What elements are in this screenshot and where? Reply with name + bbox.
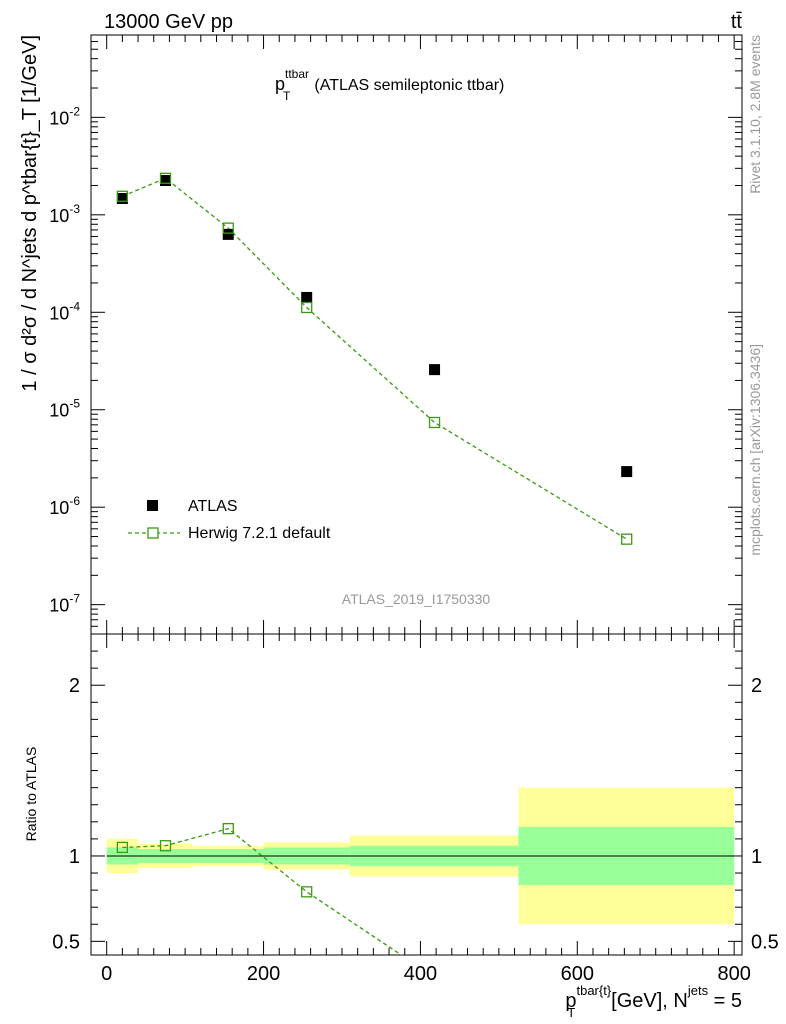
rivet-version-label: Rivet 3.1.10, 2.8M events xyxy=(747,35,763,194)
ratio-herwig-point xyxy=(159,840,172,852)
legend-label-herwig: Herwig 7.2.1 default xyxy=(188,525,331,542)
herwig-point xyxy=(116,190,129,202)
y-tick-label: 10-5 xyxy=(49,397,80,421)
x-tick-label: 400 xyxy=(404,963,437,985)
main-y-tick-labels: 10-2 10-3 10-4 10-5 10-6 10-7 xyxy=(49,104,80,615)
x-tick-labels: 0 200 400 600 800 xyxy=(101,963,751,985)
atlas-point xyxy=(429,364,441,376)
atlas-point xyxy=(222,228,234,240)
ratio-herwig-point xyxy=(301,886,313,898)
x-tick-label: 200 xyxy=(247,963,280,985)
atlas-point xyxy=(621,466,633,478)
legend: ATLAS Herwig 7.2.1 default xyxy=(128,498,331,542)
ratio-y-tick-labels: 2 2 1 1 0.5 0.5 xyxy=(52,675,779,953)
analysis-label: ATLAS_2019_I1750330 xyxy=(342,591,491,607)
atlas-point xyxy=(116,193,128,205)
ratio-data-layer xyxy=(116,822,403,955)
x-tick-label: 800 xyxy=(717,963,750,985)
mcplots-label: mcplots.cern.ch [arXiv:1306.3436] xyxy=(747,344,763,556)
atlas-point xyxy=(160,174,172,186)
ratio-herwig-point xyxy=(116,841,129,854)
main-ticks xyxy=(90,34,742,635)
ratio-y-tick-label: 1 xyxy=(69,846,80,868)
herwig-point xyxy=(301,301,313,314)
ratio-herwig-line xyxy=(122,827,403,955)
y-tick-label: 10-2 xyxy=(49,104,80,128)
x-tick-label: 600 xyxy=(561,963,594,985)
y-tick-label: 10-3 xyxy=(49,202,80,226)
legend-label-atlas: ATLAS xyxy=(188,498,238,515)
main-title: pttbar T(ATLAS semileptonic ttbar) xyxy=(275,67,504,103)
process-label: tt̄ xyxy=(731,11,743,33)
legend-marker-atlas xyxy=(147,500,158,511)
main-panel: pttbar T(ATLAS semileptonic ttbar) 10-210… xyxy=(19,34,743,635)
x-axis-label: ptbar{t} T[GeV], Njets = 5 xyxy=(565,983,742,1020)
herwig-point xyxy=(222,222,234,234)
ratio-y-axis-label: Ratio to ATLAS xyxy=(23,747,39,842)
main-y-axis-label: 1 / σ d²σ / d N^jets d p^tbar{t}_T [1/Ge… xyxy=(19,35,41,392)
ratio-bands xyxy=(106,787,735,925)
ratio-y-tick-label-right: 1 xyxy=(751,846,762,868)
ratio-y-tick-label-right: 0.5 xyxy=(751,931,779,953)
x-tick-label: 0 xyxy=(101,963,112,985)
atlas-point xyxy=(301,291,313,303)
main-frame xyxy=(90,34,743,635)
herwig-line xyxy=(122,177,628,540)
energy-label: 13000 GeV pp xyxy=(104,11,233,33)
y-tick-label: 10-4 xyxy=(49,299,80,323)
ratio-y-tick-label: 2 xyxy=(69,675,80,697)
herwig-point xyxy=(621,533,633,545)
herwig-point xyxy=(428,416,441,429)
ratio-ticks xyxy=(90,634,742,955)
main-data-layer xyxy=(116,172,633,545)
ratio-frame xyxy=(90,633,743,956)
herwig-point xyxy=(159,172,172,184)
ratio-herwig-point xyxy=(222,822,234,835)
ratio-series xyxy=(116,822,403,955)
legend-marker-herwig xyxy=(147,527,159,539)
ratio-panel: 2 21 10.5 0.5 0 200 400 600 800 Ratio to ATLAS … xyxy=(23,633,779,1020)
ratio-y-tick-label-right: 2 xyxy=(751,675,762,697)
y-tick-label: 10-7 xyxy=(49,592,80,616)
ratio-y-tick-label: 0.5 xyxy=(52,931,80,953)
y-tick-label: 10-6 xyxy=(49,494,80,518)
